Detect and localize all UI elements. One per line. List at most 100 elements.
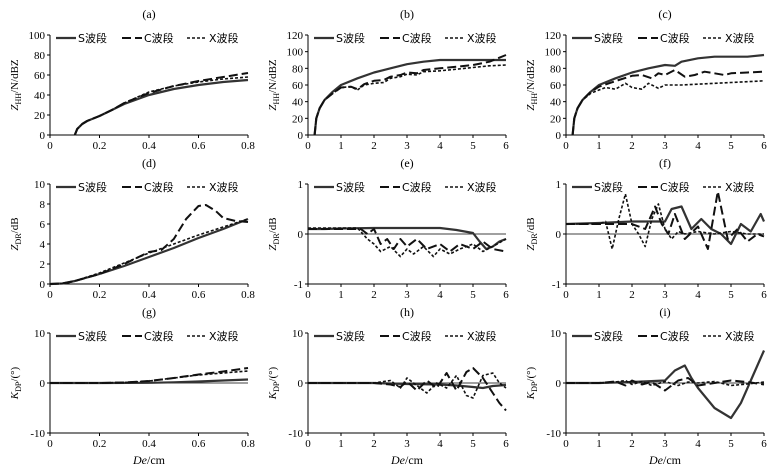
y-tick-label: 10: [550, 328, 562, 340]
legend-label: X波段: [725, 180, 755, 194]
y-tick-label: 60: [550, 80, 562, 92]
series-line-c-band: [571, 69, 765, 136]
panel-letter: (i): [659, 305, 670, 319]
y-tick-label: 120: [545, 30, 562, 42]
x-tick-label: 1: [338, 140, 344, 152]
x-tick-label: 6: [761, 140, 767, 152]
x-axis-label: De/cm: [132, 453, 166, 467]
y-axis-label: ZHH/N/dBZ: [525, 59, 539, 111]
y-tick-label: 10: [34, 179, 46, 191]
x-tick-label: 0: [305, 438, 311, 450]
x-tick-label: 3: [662, 140, 668, 152]
series-line-x-band: [313, 64, 507, 136]
x-tick-label: 1: [596, 438, 602, 450]
x-tick-label: 3: [404, 140, 410, 152]
x-tick-label: 6: [761, 438, 767, 450]
x-tick-label: 0.6: [192, 438, 206, 450]
x-tick-label: 0.4: [142, 438, 156, 450]
x-tick-label: 3: [662, 289, 668, 301]
y-tick-label: 40: [34, 90, 46, 102]
x-axis-label-unit: /cm: [147, 453, 166, 467]
series-line-x-band: [566, 379, 765, 387]
x-tick-label: 6: [503, 438, 509, 450]
x-tick-label: 1: [338, 438, 344, 450]
legend-label: X波段: [467, 180, 497, 194]
y-axis-label: ZDR/dB: [267, 217, 281, 250]
x-tick-label: 0: [305, 140, 311, 152]
y-tick-label: 10: [34, 328, 46, 340]
x-tick-label: 4: [695, 140, 701, 152]
x-axis-label: De/cm: [390, 453, 424, 467]
y-tick-label: 0: [40, 378, 46, 390]
series-line-s-band: [571, 53, 765, 136]
x-axis-label-unit: /cm: [405, 453, 424, 467]
y-tick-label: 6: [40, 219, 46, 231]
x-tick-label: 4: [437, 140, 443, 152]
x-tick-label: 3: [404, 438, 410, 450]
legend-label: S波段: [78, 329, 107, 343]
x-tick-label: 4: [695, 289, 701, 301]
panel-letter: (c): [658, 7, 671, 21]
legend-label: S波段: [594, 31, 623, 45]
y-axis-label: ZHH/N/dBZ: [267, 59, 281, 111]
y-tick-label: 0: [298, 378, 304, 390]
panel-letter: (g): [142, 305, 156, 319]
series-line-c-band: [308, 367, 507, 412]
y-tick-label: 0: [298, 130, 304, 142]
x-tick-label: 1: [338, 289, 344, 301]
x-tick-label: 6: [503, 140, 509, 152]
y-tick-label: -10: [30, 428, 45, 440]
legend-label: X波段: [467, 31, 497, 45]
legend-label: C波段: [402, 329, 432, 343]
y-axis-label: KDP/(°): [267, 366, 281, 400]
legend-label: S波段: [336, 180, 365, 194]
x-tick-label: 2: [371, 140, 377, 152]
y-tick-label: 40: [292, 97, 304, 109]
x-tick-label: 0.6: [192, 140, 206, 152]
y-tick-label: 120: [287, 30, 304, 42]
y-axis-label: ZDR/dB: [525, 217, 539, 250]
x-tick-label: 0.4: [142, 289, 156, 301]
legend-label: C波段: [660, 180, 690, 194]
legend-label: S波段: [594, 180, 623, 194]
series-line-s-band: [313, 58, 506, 136]
x-tick-label: 6: [503, 289, 509, 301]
y-tick-label: 60: [34, 70, 46, 82]
x-tick-label: 5: [728, 140, 734, 152]
series-line-c-band: [566, 190, 765, 250]
y-tick-label: -10: [546, 428, 561, 440]
series-line-s-band: [50, 378, 249, 385]
x-tick-label: 0: [305, 289, 311, 301]
legend-label: X波段: [209, 180, 239, 194]
x-tick-label: 0: [47, 438, 53, 450]
x-tick-label: 6: [761, 289, 767, 301]
x-tick-label: 0.8: [241, 438, 255, 450]
x-tick-label: 5: [728, 289, 734, 301]
series-line-x-band: [74, 76, 249, 136]
x-tick-label: 0.8: [241, 140, 255, 152]
y-tick-label: 80: [34, 50, 46, 62]
legend-label: C波段: [660, 329, 690, 343]
y-tick-label: 80: [292, 63, 304, 75]
y-tick-label: 2: [40, 259, 46, 271]
x-tick-label: 0.4: [142, 140, 156, 152]
x-axis-label: De/cm: [648, 453, 682, 467]
x-axis-label-var: De: [390, 453, 406, 467]
y-tick-label: 0: [40, 130, 46, 142]
y-tick-label: 100: [287, 47, 304, 59]
series-line-c-band: [313, 54, 507, 136]
series-line-c-band: [73, 72, 249, 136]
legend-label: C波段: [660, 31, 690, 45]
y-tick-label: 10: [292, 328, 304, 340]
x-tick-label: 3: [662, 438, 668, 450]
x-tick-label: 5: [728, 438, 734, 450]
panel-letter: (h): [400, 305, 414, 319]
x-tick-label: 1: [596, 140, 602, 152]
y-tick-label: 8: [40, 199, 46, 211]
x-axis-label-var: De: [132, 453, 148, 467]
series-line-c-band: [49, 204, 249, 285]
series-line-x-band: [571, 80, 765, 136]
x-tick-label: 2: [371, 438, 377, 450]
y-tick-label: 0: [298, 229, 304, 241]
y-tick-label: -1: [294, 279, 303, 291]
